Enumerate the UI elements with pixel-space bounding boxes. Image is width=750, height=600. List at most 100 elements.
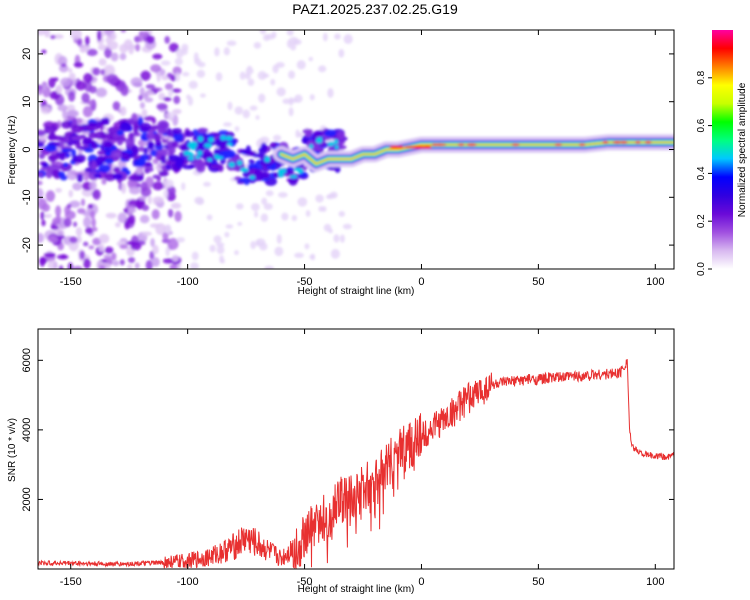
spectrogram-cell: [47, 260, 58, 269]
spectrogram-cell: [71, 155, 78, 162]
spectrogram-cell: [315, 194, 324, 203]
spectrogram-cell: [257, 71, 267, 80]
spectrogram-cell: [242, 109, 251, 119]
spectrogram-cell: [144, 167, 154, 172]
spectrogram-cell: [56, 85, 61, 95]
spectrogram-cell: [93, 173, 102, 178]
spectrogram-cell: [97, 30, 102, 42]
spectrogram-cell: [174, 57, 183, 66]
spectrogram-cell: [263, 203, 273, 211]
spectrogram-cell: [72, 182, 83, 191]
spectrogram-cell: [135, 43, 141, 52]
spectrogram-cell: [130, 77, 143, 87]
spectrogram-cell: [119, 152, 130, 160]
spectrogram-cell: [204, 143, 213, 148]
spectrogram-cell: [88, 122, 97, 127]
spectrogram-cell: [40, 105, 52, 115]
spectrogram-cell: [115, 222, 121, 228]
spectrogram-cell: [219, 141, 230, 146]
spectrogram-cell: [316, 137, 322, 142]
snr-xtick-label: 0: [418, 576, 424, 588]
spectrogram-cell: [72, 265, 83, 269]
spectrogram-cell: [171, 127, 183, 135]
spectrogram-cell: [110, 52, 119, 62]
spectrogram-cell: [145, 84, 156, 89]
spectrogram-cell: [172, 66, 182, 76]
spectrogram-cell: [51, 169, 59, 177]
spectrogram-cell: [342, 223, 352, 230]
spectrogram-cell: [45, 190, 56, 202]
spectrogram-cell: [68, 68, 73, 73]
spectrogram-cell: [98, 164, 111, 173]
spectrogram-cell: [149, 223, 161, 228]
spectrogram-cell: [135, 165, 143, 176]
spectrogram-cell: [92, 189, 101, 201]
spectrogram-cell: [152, 181, 164, 191]
spectrogram-cell: [69, 236, 78, 244]
spectrogram-cell: [75, 154, 86, 163]
spectrogram-cell: [322, 32, 328, 42]
spectrogram-cell: [424, 145, 432, 149]
spectrogram-cell: [457, 143, 465, 147]
spectrogram-cell: [58, 64, 69, 73]
spectrogram-cell: [81, 187, 94, 197]
spectrogram-cell: [228, 161, 236, 168]
colorbar: 0.0 0.2 0.4 0.6 0.8 Normalized spectral ampl…: [696, 30, 748, 276]
spectrogram-cell: [150, 149, 158, 157]
spectrogram-cell: [190, 141, 198, 147]
spectrogram-cell: [119, 259, 125, 266]
spectrogram-cell: [166, 72, 173, 78]
spectrogram-cell: [234, 250, 239, 256]
spectrogram-cell: [144, 97, 154, 103]
spectrogram-cell: [68, 72, 76, 81]
spectrogram-cell: [39, 257, 48, 264]
spectrogram-cell: [250, 240, 257, 250]
spectrogram-cell: [45, 169, 53, 179]
spectrogram-cell: [276, 234, 282, 244]
spectrogram-cell: [112, 173, 124, 180]
spectrogram-cell: [222, 149, 236, 159]
spectrogram-cell: [62, 162, 69, 168]
spectrogram-cell: [141, 204, 150, 211]
spectrogram-cell: [337, 130, 346, 141]
spectrogram-cell: [288, 177, 298, 186]
spectrogram-cell: [340, 234, 345, 243]
snr-panel: -150 -100 -50 0 50 100 2000 4000 6000 Height of …: [7, 328, 675, 595]
spectrogram-cell: [157, 128, 168, 134]
spectrogram-cell: [277, 192, 288, 198]
colorbar-label: Normalized spectral amplitude: [737, 82, 748, 217]
spectrogram-cell: [141, 231, 152, 236]
spectrogram-cell: [163, 179, 174, 189]
spectrogram-cell: [94, 131, 107, 140]
spectrogram-cell: [294, 252, 304, 259]
spectrogram-cell: [170, 202, 182, 209]
spectrogram-cell: [66, 169, 79, 181]
spectrogram-cell: [145, 260, 153, 269]
spectrogram-cell: [84, 80, 93, 92]
spectrogram-cell: [98, 233, 110, 244]
spectrogram-cell: [190, 146, 196, 151]
spectrogram-cell: [199, 93, 206, 98]
spectrogram-cell: [183, 150, 192, 156]
spectrogram-cell: [249, 105, 258, 111]
spectrogram-cell: [167, 208, 174, 218]
spectrogram-cell: [195, 155, 200, 160]
spectrogram-cell: [259, 136, 270, 145]
spectrogram-cell: [134, 159, 146, 168]
spectrogram-cell: [75, 227, 83, 237]
spectrogram-cell: [296, 60, 306, 70]
spectrogram-cell: [49, 125, 57, 133]
spectrogram-cell: [40, 211, 45, 220]
spectrogram-cell: [168, 42, 179, 53]
spectrogram-cell: [143, 115, 155, 121]
spectrogram-cell: [157, 120, 170, 130]
spectrogram-cell: [53, 34, 64, 39]
spectrogram-cell: [82, 106, 93, 118]
spectrogram-cell: [265, 190, 274, 197]
spectrogram-cell: [77, 208, 86, 214]
spectrogram-cell: [109, 32, 117, 41]
spectrogram-cell: [182, 71, 190, 77]
spectrogram-cell: [138, 196, 147, 201]
spectrogram-cell: [75, 140, 81, 150]
